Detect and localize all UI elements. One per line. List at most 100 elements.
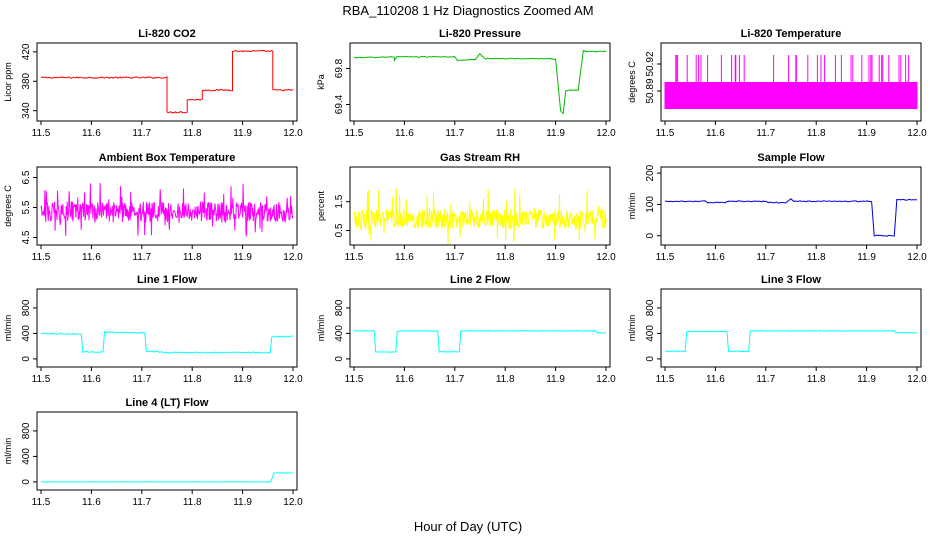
- y-tick-label: 50.92: [645, 51, 656, 76]
- x-tick-label: 11.8: [807, 374, 826, 385]
- panel-title: Li-820 Pressure: [439, 28, 521, 40]
- panel-title: Line 1 Flow: [137, 274, 197, 286]
- y-tick-label: 400: [334, 325, 345, 342]
- x-tick-label: 11.9: [546, 252, 565, 263]
- series-line: [353, 188, 607, 245]
- x-tick-label: 11.9: [546, 374, 565, 385]
- y-tick-label: 800: [334, 299, 345, 316]
- x-tick-label: 11.5: [32, 374, 51, 385]
- x-tick-label: 11.5: [656, 374, 675, 385]
- x-tick-label: 11.7: [445, 128, 464, 139]
- x-tick-label: 11.7: [756, 252, 775, 263]
- x-tick-label: 11.7: [132, 374, 151, 385]
- y-axis-label: ml/min: [3, 315, 13, 342]
- x-tick-label: 11.6: [706, 128, 725, 139]
- y-axis-label: degrees C: [627, 61, 637, 103]
- x-tick-label: 11.8: [807, 252, 826, 263]
- x-tick-label: 11.8: [183, 252, 202, 263]
- panel-4: Ambient Box Temperature degrees C 11.5 11.6…: [3, 152, 303, 263]
- x-tick-label: 11.5: [32, 252, 51, 263]
- y-axis-label: ml/min: [627, 315, 637, 342]
- y-axis-label: Licor ppm: [3, 62, 13, 102]
- x-tick-label: 11.6: [82, 128, 101, 139]
- x-tick-label: 11.5: [32, 128, 51, 139]
- y-tick-label: 400: [21, 325, 32, 342]
- x-tick-label: 12.0: [596, 374, 616, 385]
- x-tick-label: 11.9: [233, 128, 252, 139]
- y-tick-label: 1.5: [334, 194, 345, 208]
- y-tick-label: 0: [21, 356, 32, 362]
- y-tick-label: 69.4: [334, 94, 345, 114]
- panel-title: Line 2 Flow: [450, 274, 510, 286]
- plot-frame: [36, 166, 298, 246]
- panel-8: Line 2 Flow ml/min 11.5 11.6 11.7 11.8 11.9 12.…: [316, 274, 616, 385]
- x-tick-label: 12.0: [596, 128, 616, 139]
- x-tick-label: 11.9: [857, 374, 876, 385]
- x-tick-label: 11.7: [445, 252, 464, 263]
- panel-3: Li-820 Temperature degrees C 11.5 11.6 11.7 1…: [627, 28, 927, 139]
- panel-title: Ambient Box Temperature: [99, 152, 236, 164]
- x-tick-label: 11.5: [656, 128, 675, 139]
- y-tick-label: 4.5: [21, 230, 32, 244]
- y-tick-label: 400: [21, 448, 32, 465]
- panel-9: Line 3 Flow ml/min 11.5 11.6 11.7 11.8 11.9 12.…: [627, 274, 927, 385]
- y-tick-label: 0: [645, 233, 656, 239]
- panel-title: Line 3 Flow: [761, 274, 821, 286]
- x-tick-label: 11.7: [132, 252, 151, 263]
- panel-title: Line 4 (LT) Flow: [126, 397, 209, 409]
- panel-title: Li-820 Temperature: [741, 28, 842, 40]
- y-axis-label: ml/min: [3, 438, 13, 465]
- x-tick-label: 12.0: [907, 374, 927, 385]
- x-tick-label: 11.6: [395, 252, 414, 263]
- plot-frame: [660, 42, 922, 122]
- x-tick-label: 12.0: [907, 252, 927, 263]
- y-tick-label: 6.5: [21, 170, 32, 184]
- plot-frame: [660, 166, 922, 246]
- y-axis-label: ml/min: [627, 193, 637, 220]
- figure-x-label: Hour of Day (UTC): [414, 519, 522, 534]
- x-tick-label: 12.0: [283, 497, 303, 508]
- y-axis-label: degrees C: [3, 185, 13, 227]
- y-tick-label: 50.89: [645, 78, 656, 103]
- plot-frame: [660, 288, 922, 368]
- x-tick-label: 11.8: [496, 374, 515, 385]
- x-tick-label: 11.5: [345, 128, 364, 139]
- x-tick-label: 11.9: [233, 252, 252, 263]
- series-line: [40, 50, 294, 114]
- series-line: [353, 49, 607, 115]
- x-tick-label: 11.7: [132, 497, 151, 508]
- x-tick-label: 11.8: [496, 252, 515, 263]
- chart-panels: Li-820 CO2 Licor ppm 11.5 11.6 11.7 11.8 11.9 1…: [3, 28, 927, 508]
- panel-title: Li-820 CO2: [138, 28, 195, 40]
- x-tick-label: 12.0: [283, 374, 303, 385]
- y-tick-label: 420: [21, 43, 32, 60]
- series-line: [664, 329, 918, 353]
- x-tick-label: 11.7: [132, 128, 151, 139]
- panel-7: Line 1 Flow ml/min 11.5 11.6 11.7 11.8 11.9 12.…: [3, 274, 303, 385]
- series-line: [665, 198, 918, 237]
- x-tick-label: 11.7: [756, 128, 775, 139]
- x-tick-label: 11.9: [233, 374, 252, 385]
- x-tick-label: 11.9: [857, 252, 876, 263]
- y-tick-label: 69.8: [334, 58, 345, 78]
- y-tick-label: 380: [21, 72, 32, 89]
- plot-frame: [36, 288, 298, 368]
- x-tick-label: 11.7: [445, 374, 464, 385]
- x-tick-label: 11.6: [82, 374, 101, 385]
- y-tick-label: 0: [21, 479, 32, 485]
- y-tick-label: 200: [645, 164, 656, 181]
- y-tick-label: 100: [645, 196, 656, 213]
- x-tick-label: 11.9: [546, 128, 565, 139]
- y-axis-label: ml/min: [316, 315, 326, 342]
- x-tick-label: 11.8: [183, 128, 202, 139]
- x-tick-label: 12.0: [283, 128, 303, 139]
- x-tick-label: 11.5: [32, 497, 51, 508]
- x-tick-label: 11.6: [706, 252, 725, 263]
- y-tick-label: 400: [645, 325, 656, 342]
- x-tick-label: 11.9: [233, 497, 252, 508]
- y-tick-label: 800: [21, 299, 32, 316]
- x-tick-label: 11.8: [496, 128, 515, 139]
- plot-frame: [36, 411, 298, 491]
- figure-title: RBA_110208 1 Hz Diagnostics Zoomed AM: [342, 3, 593, 18]
- y-tick-label: 5.5: [21, 200, 32, 214]
